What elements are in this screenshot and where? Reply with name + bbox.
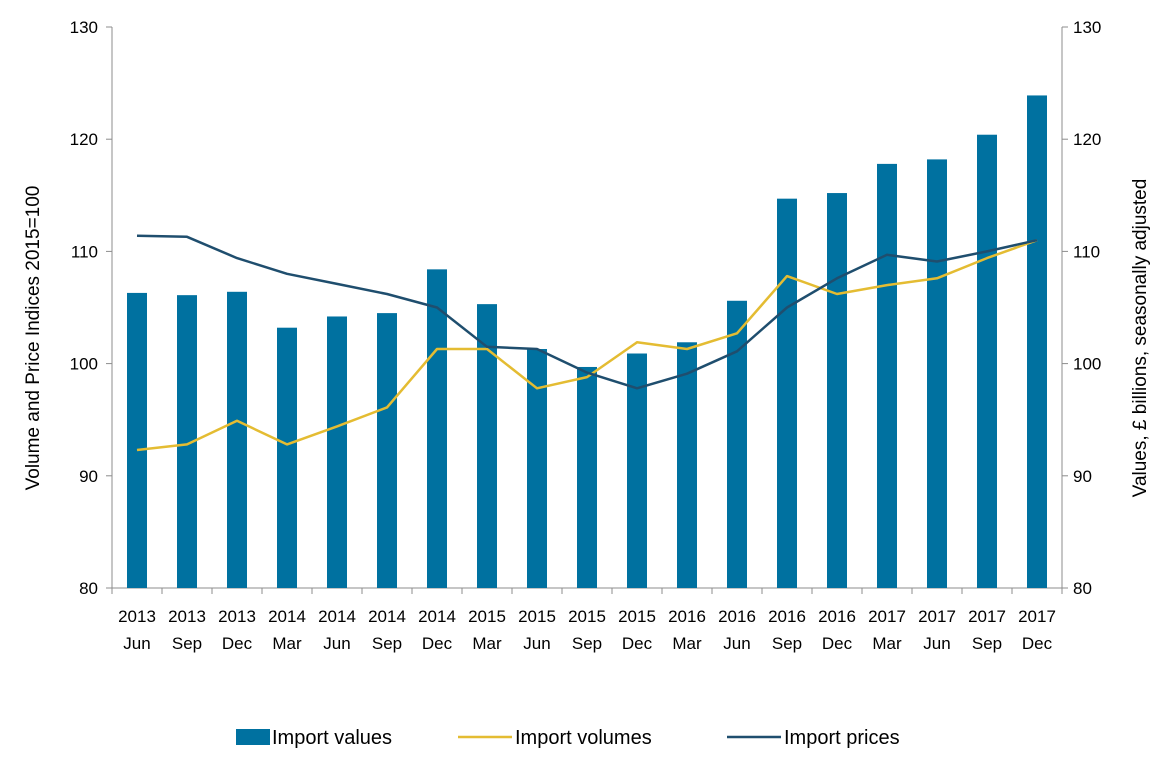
import-values-bar: [927, 159, 947, 588]
import-volumes-line: [136, 239, 1038, 452]
right-axis-ticks: 80 90 100 110 120 130: [1062, 18, 1101, 598]
import-values-bar: [977, 134, 997, 588]
x-tick-year: 2013: [118, 607, 156, 626]
import-values-bar: [577, 366, 597, 588]
import-values-bar: [227, 291, 247, 588]
left-axis-ticks: 80 90 100 110 120 130: [70, 18, 112, 598]
import-values-bar: [327, 316, 347, 588]
x-tick-month: Dec: [422, 634, 453, 653]
x-tick-year: 2017: [918, 607, 956, 626]
series-lines: [136, 234, 1038, 452]
right-tick-label: 90: [1073, 467, 1092, 486]
legend-label-import-volumes: Import volumes: [515, 727, 652, 749]
right-tick-label: 110: [1073, 242, 1100, 261]
x-tick-year: 2016: [718, 607, 756, 626]
import-values-bar: [627, 353, 647, 588]
x-tick-month: Jun: [123, 634, 150, 653]
import-values-bar: [1027, 95, 1047, 588]
x-tick-month: Jun: [723, 634, 750, 653]
right-axis-title: Values, £ billions, seasonally adjusted: [1130, 179, 1151, 498]
x-tick-year: 2017: [968, 607, 1006, 626]
import-values-bar: [777, 198, 797, 588]
import-values-bar: [677, 342, 697, 588]
x-tick-month: Sep: [572, 634, 602, 653]
legend-label-import-prices: Import prices: [784, 727, 900, 749]
x-tick-year: 2015: [518, 607, 556, 626]
x-axis-ticks: 2013 Jun 2013 Sep 2013 Dec 2014 Mar 2014 Jun 2014 S…: [111, 588, 1063, 653]
import-values-bar: [877, 163, 897, 588]
x-tick-month: Jun: [923, 634, 950, 653]
right-tick-label: 100: [1073, 355, 1101, 374]
import-values-bar: [477, 304, 497, 588]
x-tick-month: Jun: [323, 634, 350, 653]
legend-label-import-values: Import values: [272, 727, 392, 749]
x-tick-year: 2017: [868, 607, 906, 626]
import-values-bar: [427, 269, 447, 588]
x-tick-year: 2014: [268, 607, 306, 626]
right-tick-label: 130: [1073, 18, 1101, 37]
right-tick-label: 80: [1073, 579, 1092, 598]
x-tick-year: 2014: [418, 607, 456, 626]
left-tick-label: 120: [70, 130, 98, 149]
import-values-bar: [377, 313, 397, 588]
x-tick-month: Sep: [172, 634, 202, 653]
x-tick-month: Sep: [972, 634, 1002, 653]
left-tick-label: 80: [79, 579, 98, 598]
x-tick-year: 2014: [318, 607, 356, 626]
left-tick-label: 110: [71, 242, 98, 261]
left-tick-label: 130: [70, 18, 98, 37]
import-prices-line: [136, 234, 1038, 390]
left-axis-title: Volume and Price Indices 2015=100: [23, 186, 44, 491]
x-tick-year: 2016: [818, 607, 856, 626]
x-tick-year: 2015: [468, 607, 506, 626]
x-tick-year: 2016: [668, 607, 706, 626]
x-tick-year: 2013: [218, 607, 256, 626]
right-tick-label: 120: [1073, 130, 1101, 149]
import-values-bar: [277, 327, 297, 588]
x-tick-year: 2016: [768, 607, 806, 626]
x-tick-month: Dec: [622, 634, 653, 653]
x-tick-year: 2014: [368, 607, 406, 626]
x-tick-year: 2015: [618, 607, 656, 626]
legend-swatch-import-values: [236, 729, 270, 745]
import-values-bar: [127, 292, 147, 588]
import-values-bar: [527, 349, 547, 588]
import-values-bar: [727, 300, 747, 588]
x-tick-month: Sep: [772, 634, 802, 653]
x-tick-month: Mar: [472, 634, 502, 653]
x-tick-month: Mar: [872, 634, 902, 653]
x-tick-month: Dec: [222, 634, 253, 653]
left-tick-label: 90: [79, 467, 98, 486]
x-tick-year: 2015: [568, 607, 606, 626]
legend: Import values Import volumes Import prices: [236, 727, 900, 749]
x-tick-month: Mar: [272, 634, 302, 653]
x-tick-month: Dec: [1022, 634, 1053, 653]
import-values-bars: [127, 95, 1047, 588]
import-values-bar: [827, 193, 847, 588]
left-tick-label: 100: [70, 355, 98, 374]
x-tick-month: Jun: [523, 634, 550, 653]
import-values-bar: [177, 295, 197, 588]
x-tick-month: Dec: [822, 634, 853, 653]
x-tick-year: 2017: [1018, 607, 1056, 626]
x-tick-month: Mar: [672, 634, 702, 653]
x-tick-month: Sep: [372, 634, 402, 653]
x-tick-year: 2013: [168, 607, 206, 626]
